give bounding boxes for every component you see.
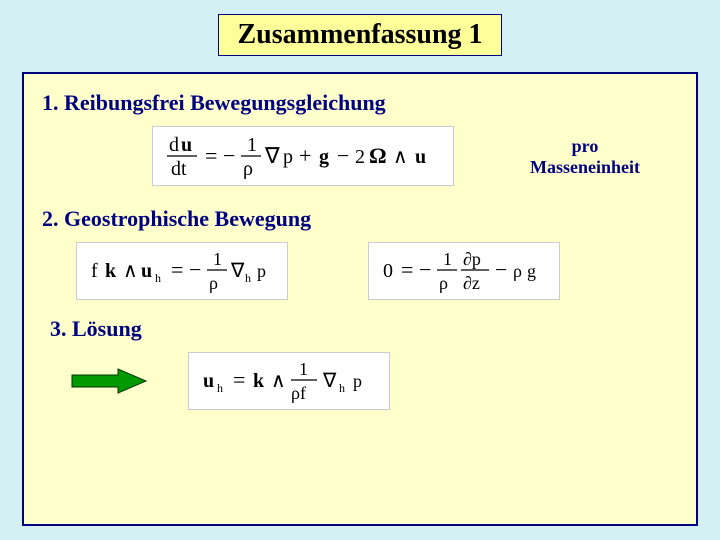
content-box: 1. Reibungsfrei Bewegungsgleichung d u d…: [22, 72, 698, 526]
svg-text:f: f: [91, 260, 98, 282]
svg-text:u: u: [415, 146, 426, 168]
svg-text:h: h: [245, 271, 251, 285]
equation-row-2: f k ∧ u h = − 1 ρ ∇ h p 0: [76, 242, 678, 300]
svg-text:=: =: [171, 257, 183, 282]
title-box: Zusammenfassung 1: [218, 14, 501, 56]
svg-text:1: 1: [213, 249, 222, 269]
svg-text:∧: ∧: [271, 370, 286, 392]
slide: Zusammenfassung 1 1. Reibungsfrei Bewegu…: [0, 0, 720, 540]
svg-text:h: h: [339, 381, 345, 395]
arrow-icon: [70, 367, 148, 395]
svg-text:=: =: [233, 367, 245, 392]
svg-text:dt: dt: [171, 158, 187, 179]
svg-text:+: +: [299, 143, 311, 168]
svg-text:ρ: ρ: [243, 158, 253, 179]
svg-text:=: =: [401, 257, 413, 282]
svg-text:0: 0: [383, 260, 393, 282]
svg-text:u: u: [141, 260, 152, 282]
svg-text:k: k: [105, 260, 117, 282]
equation-3: 0 = − 1 ρ ∂p ∂z − ρ g: [368, 242, 560, 300]
svg-text:−: −: [223, 143, 235, 168]
svg-text:∇: ∇: [322, 370, 337, 392]
equation-1: d u dt = − 1 ρ ∇ p + g: [152, 126, 454, 186]
title-text: Zusammenfassung 1: [237, 19, 482, 50]
svg-text:∧: ∧: [123, 260, 138, 282]
svg-text:−: −: [189, 257, 201, 282]
svg-text:1: 1: [299, 359, 308, 379]
svg-text:2: 2: [355, 146, 365, 168]
svg-text:ρ: ρ: [439, 273, 448, 293]
note-line2: Masseneinheit: [530, 157, 640, 177]
svg-text:p: p: [257, 261, 266, 281]
svg-text:ρf: ρf: [291, 383, 306, 403]
section-2-heading: 2. Geostrophische Bewegung: [42, 206, 678, 232]
svg-text:p: p: [353, 371, 362, 391]
svg-text:∧: ∧: [393, 146, 408, 168]
svg-text:−: −: [419, 257, 431, 282]
svg-text:u: u: [181, 134, 192, 156]
note-line1: pro: [572, 136, 599, 156]
svg-text:g: g: [527, 261, 536, 281]
svg-text:h: h: [217, 381, 223, 395]
svg-text:d: d: [169, 134, 179, 156]
svg-text:−: −: [495, 257, 507, 282]
svg-text:1: 1: [443, 249, 452, 269]
svg-text:ρ: ρ: [209, 273, 218, 293]
svg-text:=: =: [205, 143, 217, 168]
equation-row-3: u h = k ∧ 1 ρf ∇ h p: [70, 352, 678, 410]
svg-text:u: u: [203, 370, 214, 392]
svg-text:1: 1: [247, 134, 257, 156]
section-3-heading: 3. Lösung: [50, 316, 678, 342]
svg-text:∇: ∇: [230, 260, 245, 282]
equation-4: u h = k ∧ 1 ρf ∇ h p: [188, 352, 390, 410]
equation-2: f k ∧ u h = − 1 ρ ∇ h p: [76, 242, 288, 300]
svg-text:Ω: Ω: [369, 143, 387, 168]
svg-text:∂p: ∂p: [463, 249, 481, 269]
svg-text:∇: ∇: [264, 143, 280, 168]
svg-text:p: p: [283, 146, 293, 168]
svg-text:g: g: [319, 146, 329, 168]
svg-text:k: k: [253, 370, 265, 392]
section-1-heading: 1. Reibungsfrei Bewegungsgleichung: [42, 90, 678, 116]
note-pro-masseneinheit: pro Masseneinheit: [510, 136, 660, 178]
svg-text:−: −: [337, 143, 349, 168]
svg-text:∂z: ∂z: [463, 273, 480, 293]
svg-text:ρ: ρ: [513, 261, 522, 281]
svg-text:h: h: [155, 271, 161, 285]
